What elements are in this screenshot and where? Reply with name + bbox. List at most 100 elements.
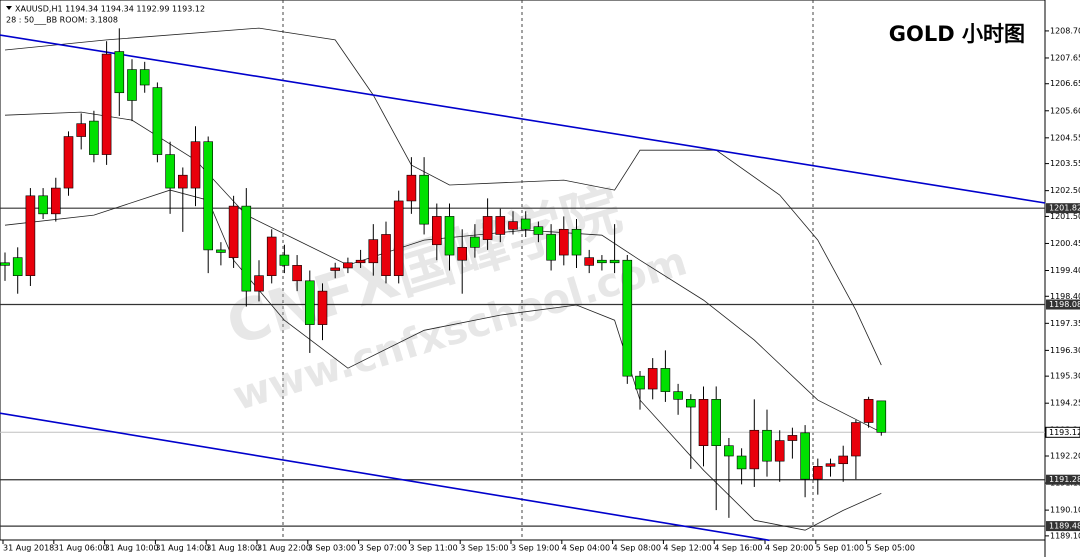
candle-body [431,216,442,246]
x-tick-label: 31 Aug 2018 [3,544,54,553]
candle-body [711,399,722,447]
level-label-box [1046,203,1080,214]
candle-body [406,174,417,202]
x-tick-label: 31 Aug 14:00 [155,544,209,553]
candle-body [355,259,366,264]
candle-body [698,399,709,447]
candle-body [216,249,226,253]
candle-body [304,280,315,325]
candle-body [673,391,683,400]
candle-body [152,87,163,155]
candle-body [292,265,302,282]
candle-body [470,236,480,248]
candle-body [800,432,810,480]
level-label: 1191.28 [1049,475,1080,484]
trend-line [0,412,770,542]
candle-body [127,69,137,101]
x-tick-label: 31 Aug 10:00 [105,544,159,553]
last-price-label: 1193.12 [1049,428,1080,437]
y-tick-label: 1208.70 [1050,26,1080,35]
candle-body [12,257,23,276]
trend-line [0,34,1046,204]
last-price-box [1045,426,1080,438]
y-tick-label: 1199.40 [1050,266,1080,275]
candle-body [622,259,633,377]
candle-body [241,205,252,292]
x-tick-label: 3 Sep 11:00 [409,544,457,553]
candle-body [50,187,61,215]
chart-title: GOLD 小时图 [889,22,1025,46]
x-tick-label: 5 Sep 05:00 [867,544,915,553]
candle-body [533,226,544,235]
candle-body [508,221,518,230]
x-tick-label: 4 Sep 08:00 [613,544,661,553]
candle-body [495,216,506,235]
x-tick-label: 3 Sep 03:00 [308,544,356,553]
candle-body [393,200,404,276]
candle-body [25,195,36,276]
candle-body [457,247,468,261]
candle-body [787,435,798,441]
x-tick-label: 3 Sep 15:00 [460,544,508,553]
level-label-box [1046,474,1080,485]
candle-body [660,368,671,392]
y-tick-label: 1203.55 [1050,159,1080,168]
y-tick-label: 1205.60 [1050,106,1080,115]
level-label: 1189.48 [1049,522,1080,531]
candle-body [825,463,836,467]
y-tick-label: 1206.65 [1050,79,1080,88]
subheader: 28 : 50___BB ROOM: 3.1808 [6,16,118,25]
x-tick-label: 3 Sep 07:00 [359,544,407,553]
candle-body [330,267,341,271]
candle-body [762,429,772,462]
candle-body [724,445,734,457]
x-tick-label: 5 Sep 01:00 [816,544,864,553]
candle-body [368,239,379,264]
y-tick-label: 1200.45 [1050,239,1080,248]
candle-body [203,141,213,251]
candle-body [63,136,74,189]
candle-body [343,262,353,269]
x-tick-label: 4 Sep 16:00 [714,544,762,553]
candle-body [89,120,99,155]
x-tick-label: 4 Sep 04:00 [562,544,610,553]
x-tick-label: 31 Aug 06:00 [54,544,108,553]
candle-body [558,228,569,256]
candle-body [0,262,10,266]
candle-body [178,174,188,189]
level-label: 1198.08 [1049,300,1080,309]
candle-body [851,422,861,457]
candle-body [876,400,887,433]
candle-body [444,216,455,256]
candle-body [76,123,86,137]
candle-body [812,466,823,480]
header: XAUUSD,H1 1194.34 1194.34 1192.99 1193.1… [15,5,205,14]
candle-body [165,154,175,189]
candle-body [228,205,239,258]
y-tick-label: 1202.50 [1050,186,1080,195]
candle-body [597,259,607,264]
y-tick-label: 1192.20 [1050,452,1080,461]
candle-body [114,51,125,94]
candle-body [266,236,277,276]
level-label-box [1046,299,1080,310]
candle-body [647,368,658,390]
level-label-box [1046,521,1080,532]
level-label: 1201.82 [1049,204,1080,213]
x-tick-label: 4 Sep 20:00 [765,544,813,553]
y-tick-label: 1195.30 [1050,372,1080,381]
candle-body [190,141,201,189]
y-tick-label: 1196.30 [1050,346,1080,355]
x-tick-label: 31 Aug 22:00 [257,544,311,553]
x-tick-label: 31 Aug 18:00 [206,544,260,553]
y-tick-label: 1189.10 [1050,531,1080,540]
menu-arrow [6,6,12,10]
y-tick-label: 1198.40 [1050,292,1080,301]
candle-body [482,216,493,240]
y-tick-label: 1207.65 [1050,53,1080,62]
y-tick-label: 1194.25 [1050,399,1080,408]
candle-body [279,254,290,266]
candle-body [736,455,747,470]
candle-body [139,69,150,86]
